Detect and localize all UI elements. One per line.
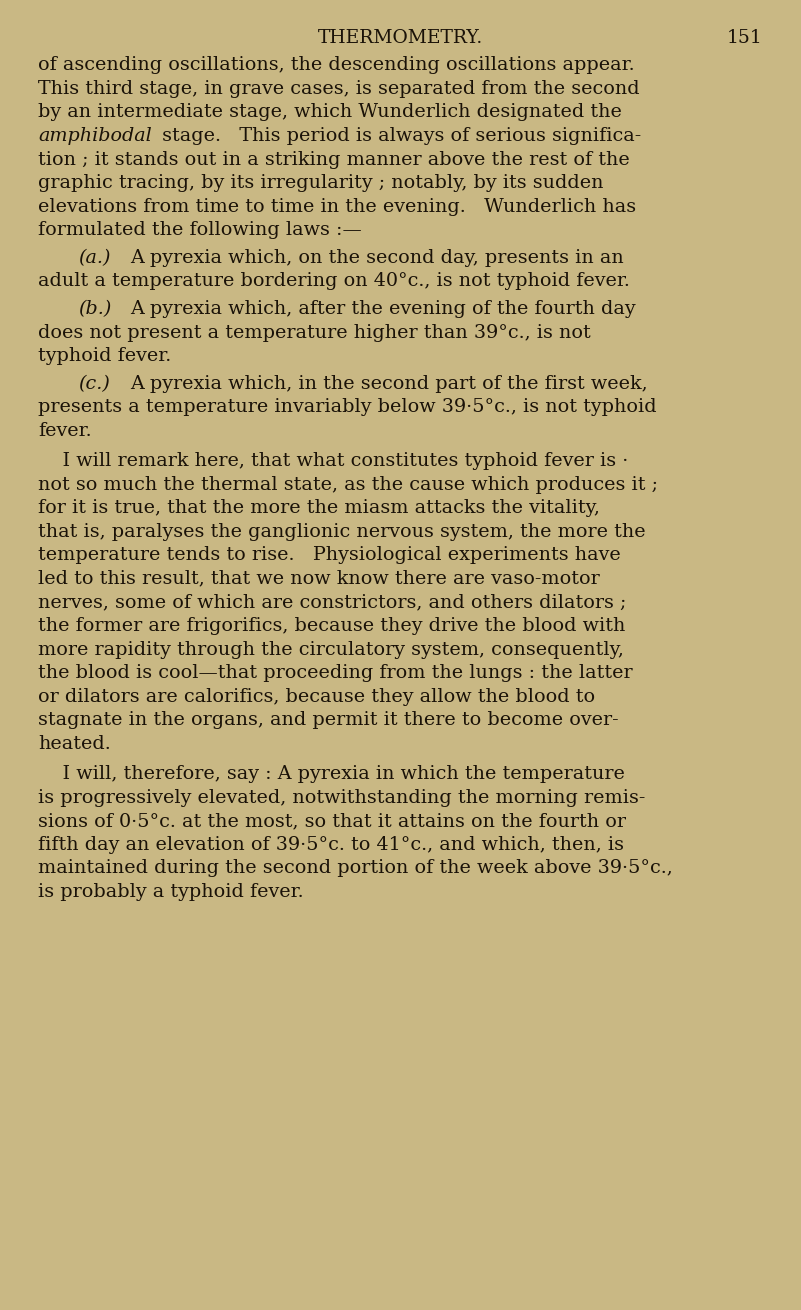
Text: stagnate in the organs, and permit it there to become over-: stagnate in the organs, and permit it th… [38,711,619,730]
Text: adult a temperature bordering on 40°c., is not typhoid fever.: adult a temperature bordering on 40°c., … [38,272,630,291]
Text: tion ; it stands out in a striking manner above the rest of the: tion ; it stands out in a striking manne… [38,151,630,169]
Text: not so much the thermal state, as the cause which produces it ;: not so much the thermal state, as the ca… [38,476,658,494]
Text: A pyrexia which, on the second day, presents in an: A pyrexia which, on the second day, pres… [131,249,624,267]
Text: maintained during the second portion of the week above 39·5°c.,: maintained during the second portion of … [38,859,673,878]
Text: of ascending oscillations, the descending oscillations appear.: of ascending oscillations, the descendin… [38,56,635,75]
Text: I will remark here, that what constitutes typhoid fever is ·: I will remark here, that what constitute… [38,452,629,470]
Text: is progressively elevated, notwithstanding the morning remis-: is progressively elevated, notwithstandi… [38,789,646,807]
Text: sions of 0·5°c. at the most, so that it attains on the fourth or: sions of 0·5°c. at the most, so that it … [38,812,626,831]
Text: does not present a temperature higher than 39°c., is not: does not present a temperature higher th… [38,324,591,342]
Text: A pyrexia which, in the second part of the first week,: A pyrexia which, in the second part of t… [131,375,648,393]
Text: I will, therefore, say : A pyrexia in which the temperature: I will, therefore, say : A pyrexia in wh… [38,765,626,783]
Text: is probably a typhoid fever.: is probably a typhoid fever. [38,883,304,901]
Text: THERMOMETRY.: THERMOMETRY. [318,29,483,47]
Text: fever.: fever. [38,422,92,440]
Text: presents a temperature invariably below 39·5°c., is not typhoid: presents a temperature invariably below … [38,398,657,417]
Text: formulated the following laws :—: formulated the following laws :— [38,221,362,240]
Text: 151: 151 [727,29,763,47]
Text: the blood is cool—that proceeding from the lungs : the latter: the blood is cool—that proceeding from t… [38,664,633,683]
Text: or dilators are calorifics, because they allow the blood to: or dilators are calorifics, because they… [38,688,596,706]
Text: (c.): (c.) [78,375,111,393]
Text: by an intermediate stage, which Wunderlich designated the: by an intermediate stage, which Wunderli… [38,103,622,122]
Text: nerves, some of which are constrictors, and others dilators ;: nerves, some of which are constrictors, … [38,593,627,612]
Text: for it is true, that the more the miasm attacks the vitality,: for it is true, that the more the miasm … [38,499,600,517]
Text: (b.): (b.) [78,300,112,318]
Text: This third stage, in grave cases, is separated from the second: This third stage, in grave cases, is sep… [38,80,640,98]
Text: more rapidity through the circulatory system, consequently,: more rapidity through the circulatory sy… [38,641,624,659]
Text: heated.: heated. [38,735,111,753]
Text: amphibodal: amphibodal [38,127,152,145]
Text: fifth day an elevation of 39·5°c. to 41°c., and which, then, is: fifth day an elevation of 39·5°c. to 41°… [38,836,625,854]
Text: typhoid fever.: typhoid fever. [38,347,171,365]
Text: A pyrexia which, after the evening of the fourth day: A pyrexia which, after the evening of th… [131,300,636,318]
Text: temperature tends to rise.   Physiological experiments have: temperature tends to rise. Physiological… [38,546,622,565]
Text: graphic tracing, by its irregularity ; notably, by its sudden: graphic tracing, by its irregularity ; n… [38,174,604,193]
Text: that is, paralyses the ganglionic nervous system, the more the: that is, paralyses the ganglionic nervou… [38,523,646,541]
Text: led to this result, that we now know there are vaso-motor: led to this result, that we now know the… [38,570,600,588]
Text: elevations from time to time in the evening.   Wunderlich has: elevations from time to time in the even… [38,198,637,216]
Text: (a.): (a.) [78,249,111,267]
Text: stage.   This period is always of serious significa-: stage. This period is always of serious … [156,127,642,145]
Text: the former are frigorifics, because they drive the blood with: the former are frigorifics, because they… [38,617,626,635]
